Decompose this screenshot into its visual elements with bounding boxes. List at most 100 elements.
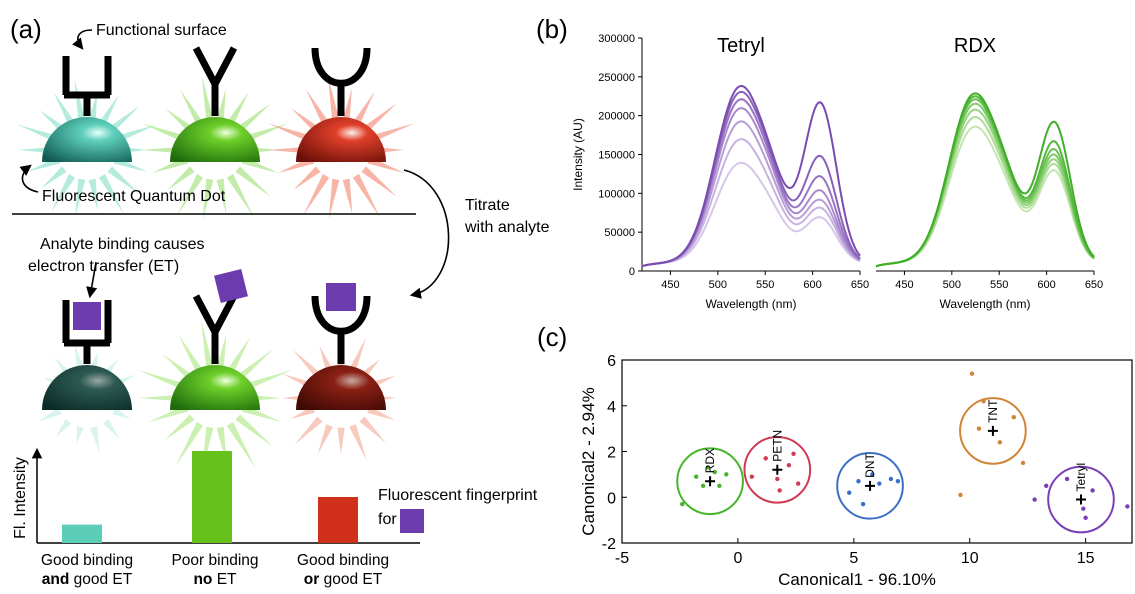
x-tick-label: 500 bbox=[943, 279, 961, 291]
bar-caption-1: Good binding and good ET bbox=[40, 552, 134, 588]
fl-intensity-label: Fl. Intensity bbox=[11, 457, 29, 539]
scatter-point bbox=[846, 490, 852, 495]
titrate-line1: Titrate bbox=[465, 197, 510, 214]
scatter-point bbox=[969, 371, 975, 376]
centroid-cross-icon bbox=[772, 464, 783, 475]
panel-b-label: (b) bbox=[536, 14, 568, 44]
analyte-square-bound-2 bbox=[326, 283, 356, 311]
spectrum-line bbox=[641, 98, 861, 268]
panel-b-spectra: 0 50000 100000 150000 200000 250000 300000 Inte… bbox=[571, 33, 1103, 311]
bar-caption-2: Poor binding no ET bbox=[171, 552, 259, 588]
panel-a-diagram bbox=[12, 29, 450, 544]
centroid-cross-icon bbox=[705, 476, 716, 487]
centroid-cross-icon bbox=[865, 480, 876, 491]
x-tick-label: 450 bbox=[895, 279, 913, 291]
scatter-point bbox=[1090, 488, 1095, 493]
qd-label: Fluorescent Quantum Dot bbox=[42, 188, 226, 205]
spectrum-line bbox=[875, 125, 1095, 268]
spectra-title-1: Tetryl bbox=[717, 35, 765, 57]
scatter-point bbox=[749, 474, 755, 479]
cluster-circle-petn bbox=[743, 435, 812, 504]
x-tick-label: 500 bbox=[709, 279, 727, 291]
y-tick-label: 50000 bbox=[604, 227, 635, 239]
scatter-point bbox=[777, 488, 782, 493]
scatter-point bbox=[1064, 476, 1070, 482]
scatter-point bbox=[997, 440, 1003, 445]
burst-red bbox=[267, 75, 415, 220]
ligand-fork-icon bbox=[62, 56, 112, 116]
scatter-point bbox=[1125, 504, 1130, 509]
scatter-point bbox=[976, 426, 982, 431]
scatter-point bbox=[1083, 515, 1088, 521]
analyte-square-bound-1 bbox=[73, 302, 101, 330]
surface-arrow bbox=[72, 29, 93, 50]
scatter-point bbox=[693, 474, 699, 479]
ligand-y-unbound-icon bbox=[192, 294, 238, 364]
cluster-circle-tnt bbox=[959, 397, 1027, 465]
scatter-point bbox=[700, 483, 706, 489]
scatter-y-tick: -2 bbox=[602, 536, 616, 553]
scatter-y-tick: 2 bbox=[607, 445, 616, 462]
cluster-label-petn: PETN bbox=[770, 430, 784, 462]
centroid-cross-icon bbox=[987, 425, 998, 436]
scatter-point bbox=[888, 476, 894, 482]
scatter-point bbox=[786, 463, 792, 468]
scatter-y-label: Canonical2 - 2.94% bbox=[579, 387, 598, 535]
binding-line2: electron transfer (ET) bbox=[28, 258, 180, 275]
scatter-point bbox=[795, 481, 801, 486]
spectra-title-2: RDX bbox=[954, 35, 996, 57]
scatter-point bbox=[717, 483, 722, 489]
scatter-y-tick: 6 bbox=[607, 353, 616, 370]
spectrum-line bbox=[641, 120, 861, 268]
x-tick-label: 650 bbox=[1085, 279, 1103, 291]
x-tick-label: 550 bbox=[756, 279, 774, 291]
scatter-point bbox=[775, 476, 780, 482]
ligand-cup-icon bbox=[311, 47, 371, 116]
panel-a-label: (a) bbox=[10, 14, 42, 44]
quantum-dot-red-partial bbox=[296, 365, 386, 410]
spectra-x-label: Wavelength (nm) bbox=[940, 297, 1031, 311]
titrate-arrow bbox=[403, 169, 450, 299]
spectrum-line bbox=[875, 102, 1095, 268]
cluster-label-rdx: RDX bbox=[703, 448, 717, 473]
scatter-y-tick: 0 bbox=[607, 490, 616, 507]
intensity-bar-2 bbox=[192, 451, 232, 543]
scatter-point bbox=[870, 472, 875, 477]
y-tick-label: 300000 bbox=[598, 33, 635, 45]
scatter-point bbox=[705, 465, 710, 470]
y-tick-label: 100000 bbox=[598, 188, 635, 200]
cluster-label-dnt: DNT bbox=[863, 452, 877, 477]
scatter-y-tick: 4 bbox=[607, 399, 616, 416]
intensity-bar-1 bbox=[62, 524, 102, 543]
bar-caption-3: Good binding or good ET bbox=[296, 552, 390, 588]
spectra-y-label: Intensity (AU) bbox=[571, 118, 585, 191]
scatter-point bbox=[958, 492, 963, 498]
y-tick-label: 250000 bbox=[598, 72, 635, 84]
ligand-cup-bound-icon bbox=[311, 295, 371, 364]
quantum-dot-teal bbox=[42, 117, 132, 162]
scatter-point bbox=[680, 501, 685, 507]
x-tick-label: 600 bbox=[803, 279, 821, 291]
scatter-point bbox=[1020, 460, 1026, 466]
scatter-x-tick: 15 bbox=[1077, 550, 1095, 567]
y-tick-label: 150000 bbox=[598, 150, 635, 162]
panel-c-scatter: -5 0 5 10 15 -2 0 2 4 6 Canonical1 - 96.10% Canonic… bbox=[579, 353, 1133, 589]
scatter-point bbox=[1032, 497, 1037, 502]
cluster-circle-tetryl bbox=[1047, 465, 1115, 534]
quantum-dot-green bbox=[170, 117, 260, 162]
scatter-point bbox=[856, 479, 861, 484]
scatter-point bbox=[724, 472, 729, 477]
scatter-point bbox=[877, 481, 882, 486]
scatter-point bbox=[895, 479, 901, 484]
scatter-point bbox=[791, 451, 796, 456]
quantum-dot-green-bright bbox=[170, 365, 260, 410]
binding-arrow bbox=[86, 261, 98, 299]
y-tick-label: 0 bbox=[629, 266, 635, 278]
scatter-point bbox=[981, 398, 986, 404]
scatter-x-tick: -5 bbox=[615, 550, 629, 567]
cluster-label-tnt: TNT bbox=[986, 399, 1000, 423]
scatter-point bbox=[1081, 506, 1086, 511]
scatter-x-tick: 5 bbox=[849, 550, 858, 567]
panel-c-label: (c) bbox=[537, 322, 568, 352]
binding-line1: Analyte binding causes bbox=[40, 236, 205, 253]
